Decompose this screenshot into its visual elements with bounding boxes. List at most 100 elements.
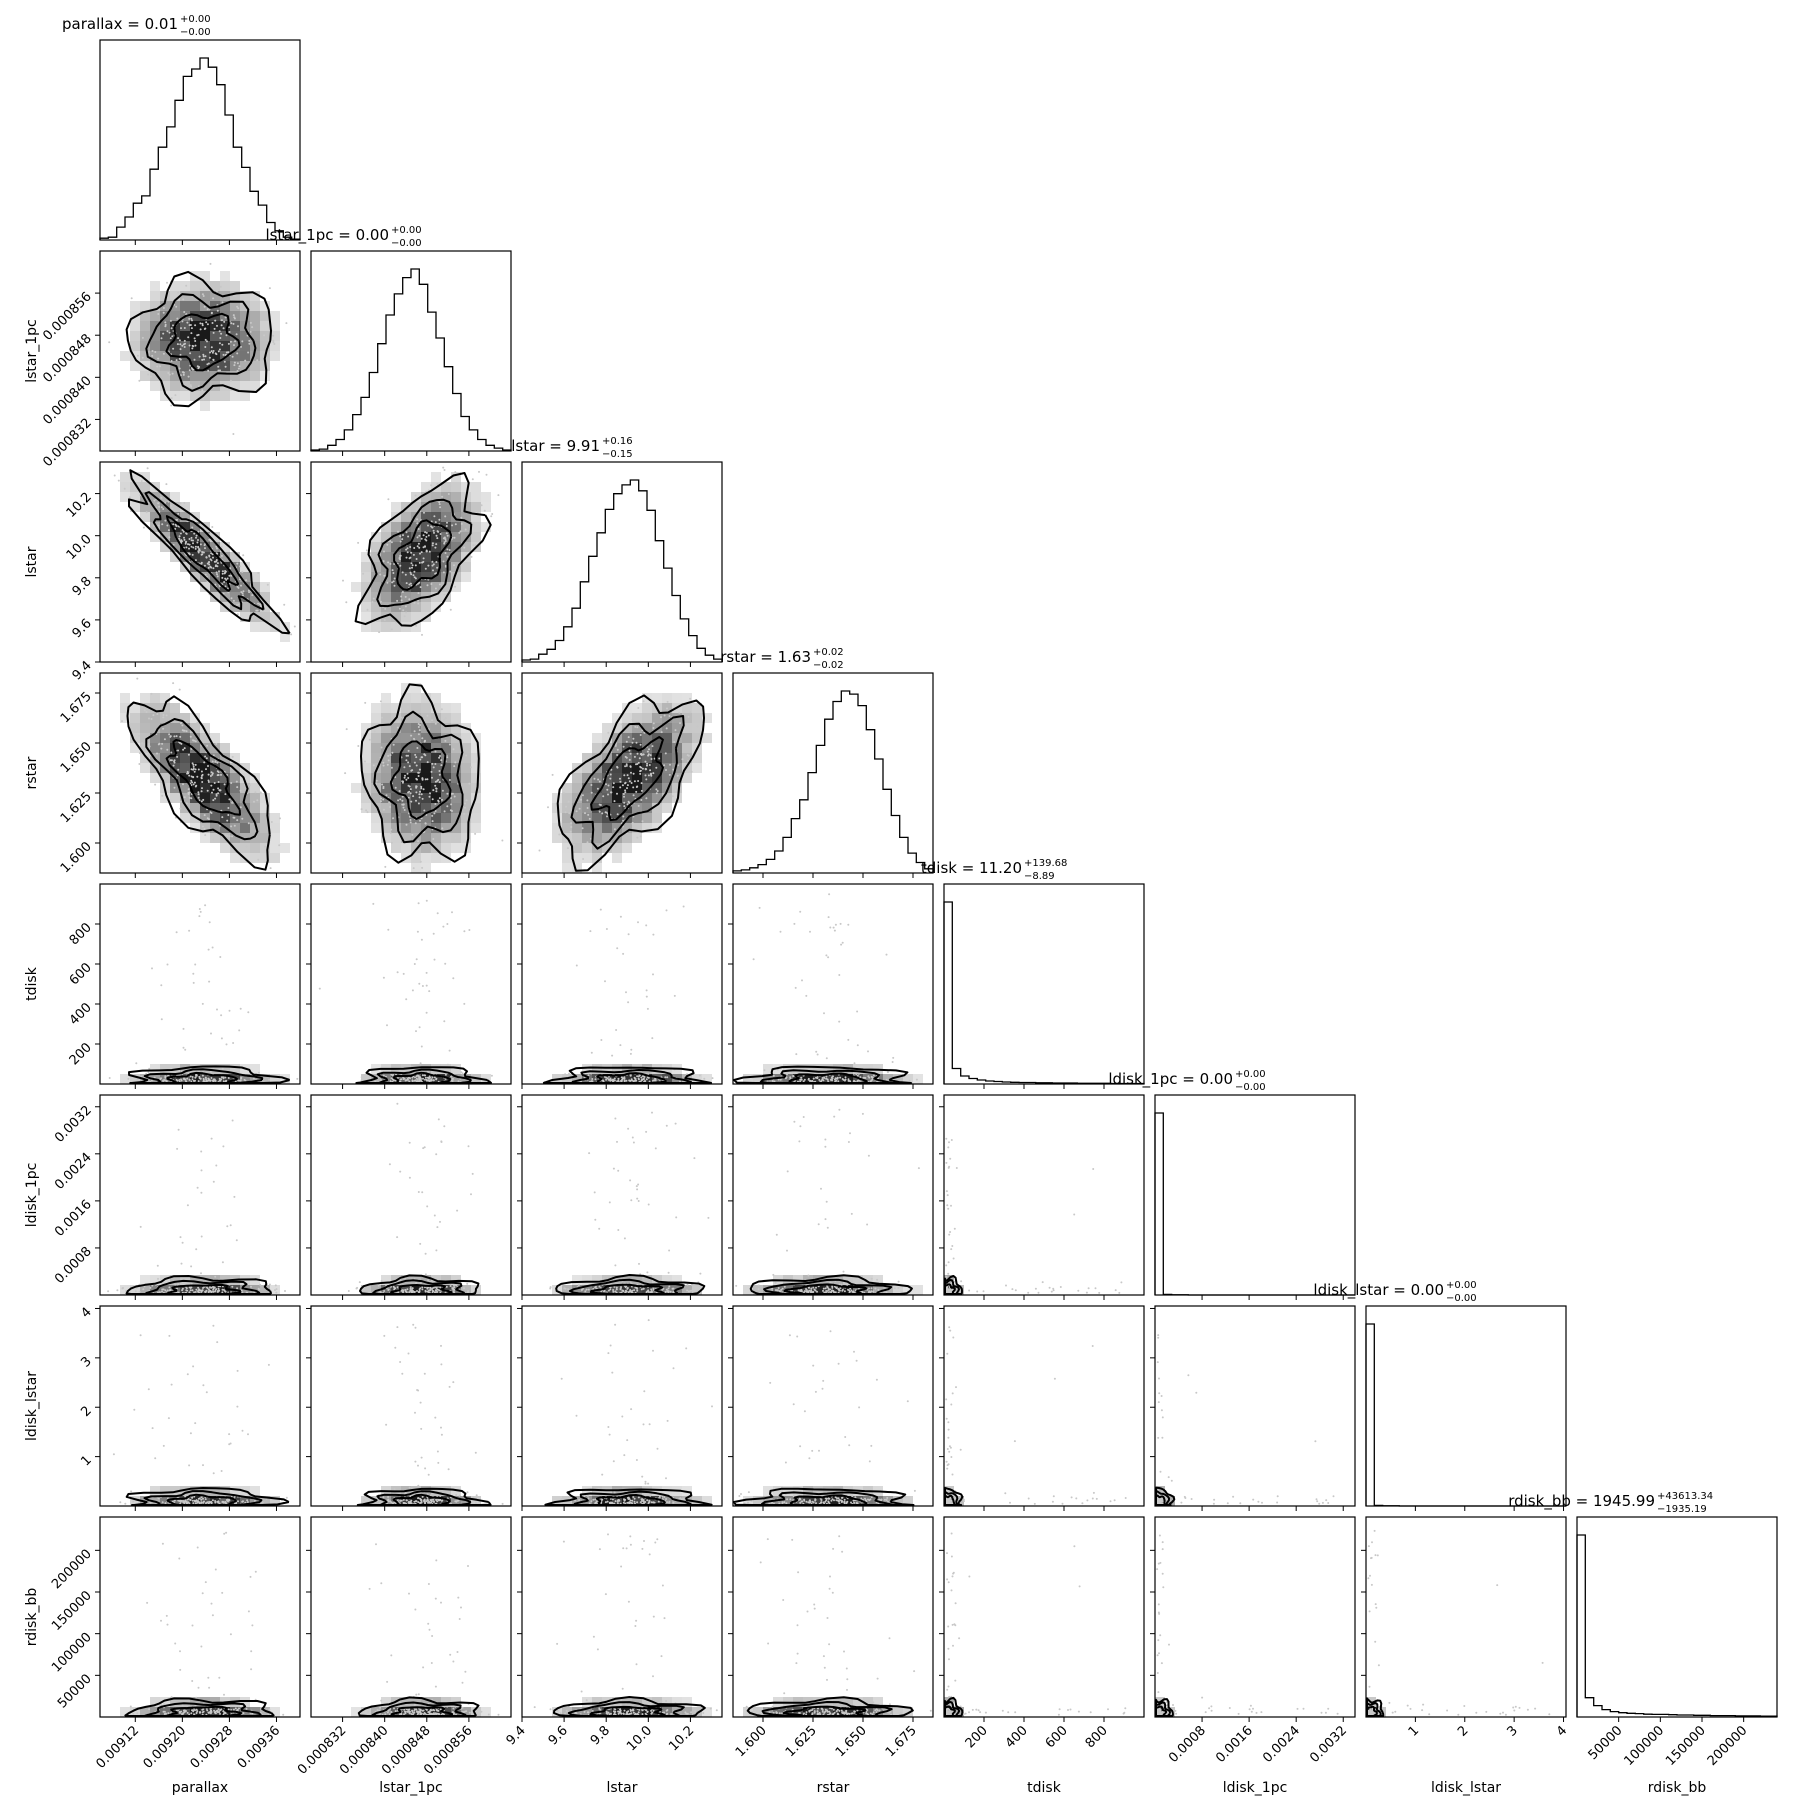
sample-point [188,791,191,794]
density-cell [682,713,692,723]
sample-point [207,566,210,569]
panel-title-upper-error-parallax: +0.00 [180,14,211,25]
density-cell [381,582,391,592]
density-cell [170,291,180,301]
sample-point [203,544,206,547]
density-cell [461,532,471,542]
sample-point [407,706,410,709]
density-cell [190,311,200,321]
sample-point [372,902,375,905]
sample-point [181,320,184,323]
density-cell [401,753,411,763]
sample-point [1037,1291,1040,1294]
sample-point [181,1287,184,1290]
sample-point [239,789,242,792]
density-cell [250,602,260,612]
sample-point [647,754,650,757]
sample-point [427,524,429,527]
sample-point [420,1282,422,1284]
sample-point [211,351,214,354]
sample-point [567,800,570,803]
sample-point [217,1287,220,1290]
density-cell [250,823,260,833]
density-cell [451,532,461,542]
sample-point [821,1078,824,1081]
density-cell [150,351,160,361]
sample-point [825,954,828,957]
sample-point [383,619,386,621]
sample-point [645,1078,648,1081]
density-cell [180,723,190,733]
density-cell [451,793,461,803]
panel-title-upper-error-ldisk_1pc: +0.00 [1235,1069,1266,1080]
density-cell [461,753,471,763]
sample-point [221,1261,224,1264]
density-cell [461,783,471,793]
sample-point [872,1290,875,1293]
sample-point [239,806,242,809]
sample-point [228,1283,231,1286]
sample-point [666,1076,669,1079]
density-cell [381,813,391,823]
density-cell [401,743,411,753]
sample-point [138,379,141,382]
sample-point [224,585,227,588]
density-cell [672,723,682,733]
density-cell [582,753,592,763]
sample-point [236,786,239,789]
sample-point [232,816,235,819]
sample-point [140,480,143,482]
sample-point [119,1501,122,1504]
sample-point [401,795,404,798]
sample-point [836,1076,839,1079]
sample-point [460,522,463,525]
density-cell [411,512,421,522]
sample-point [699,1272,702,1275]
sample-point [169,319,172,322]
density-cell [602,803,612,813]
density-cell [381,763,391,773]
density-cell [451,522,461,532]
sample-point [200,1169,203,1172]
sample-point [208,554,211,557]
density-cell [150,713,160,723]
sample-point [156,1264,159,1267]
density-cell [682,743,692,753]
sample-point [409,788,412,791]
density-cell [652,743,662,753]
sample-point [247,589,250,592]
sample-point [843,1079,846,1082]
sample-point [180,1078,183,1081]
sample-point [623,1076,626,1079]
sample-point [607,731,610,734]
sample-point [870,1277,873,1280]
density-cell [210,331,220,341]
density-cell [612,803,622,813]
sample-point [187,336,190,339]
sample-point [235,333,238,336]
sample-point [642,700,645,703]
density-cell [391,622,401,632]
sample-point [1098,1291,1101,1294]
sample-point [207,1291,210,1294]
sample-point [156,365,159,368]
sample-point [394,786,397,789]
sample-point [171,507,174,510]
sample-point [186,1077,189,1080]
sample-point [189,1499,192,1501]
panel-frame [732,672,934,874]
sample-point [342,579,344,582]
sample-point [388,1163,391,1166]
sample-point [201,1002,204,1005]
sample-point [441,827,444,830]
sample-point [145,711,148,713]
density-cell [441,823,451,833]
sample-point [824,1145,827,1148]
sample-point [402,806,405,809]
sample-point [626,1287,629,1289]
density-cell [451,723,461,733]
density-cell [391,532,401,542]
sample-point [639,835,642,838]
sample-point [642,753,645,756]
density-cell [200,1074,210,1084]
